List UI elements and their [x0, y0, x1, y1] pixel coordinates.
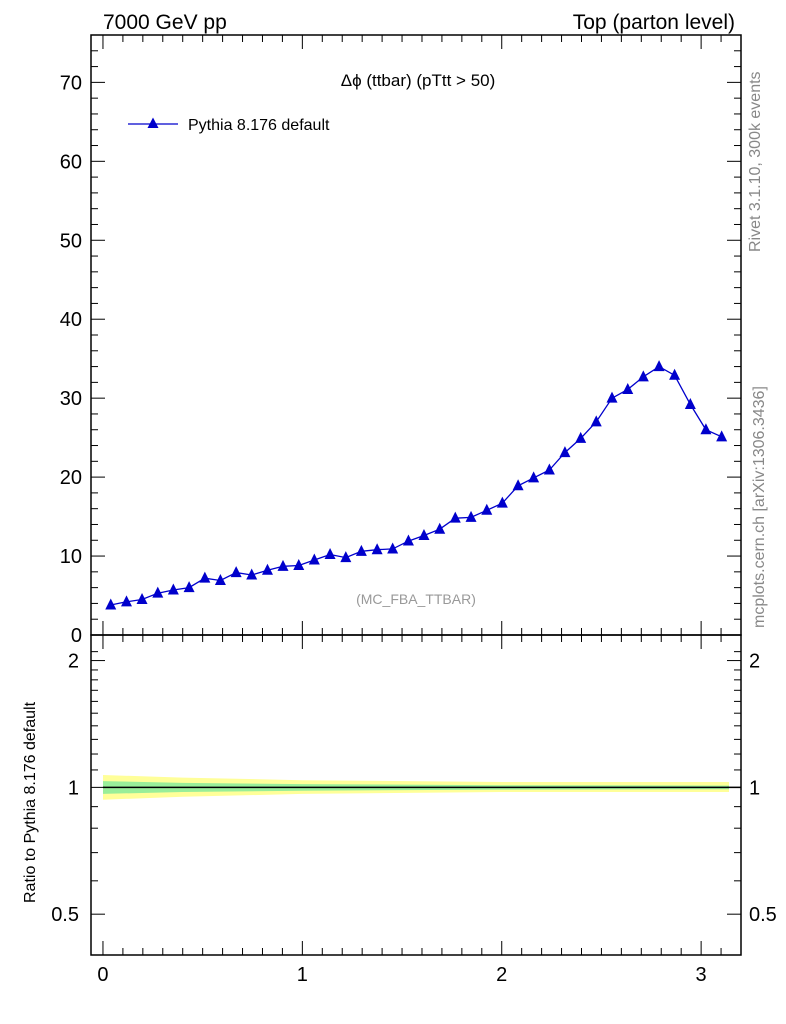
x-tick-label: 2 [496, 964, 507, 986]
ratio-tick-labels: 0.5 0.5 1 1 2 2 0 1 2 3 [51, 651, 777, 986]
ratio-y-tick-label: 1 [68, 777, 79, 799]
x-tick-label: 3 [696, 964, 707, 986]
ratio-ylabel: Ratio to Pythia 8.176 default [22, 701, 39, 903]
data-point [528, 471, 540, 483]
data-point [371, 543, 383, 555]
data-point [700, 423, 712, 435]
series-pythia [105, 360, 728, 610]
main-panel: 0 10 20 30 40 50 60 70 Δϕ (ttbar) (pTtt > 50) (… [60, 34, 742, 647]
ratio-y-tick-label-right: 1 [749, 777, 760, 799]
data-point [512, 479, 524, 491]
data-point [355, 544, 367, 556]
legend-label: Pythia 8.176 default [188, 117, 330, 134]
data-point [637, 370, 649, 382]
data-point [308, 553, 320, 565]
data-point [214, 574, 226, 586]
data-point [402, 534, 414, 546]
watermark: (MC_FBA_TTBAR) [356, 591, 476, 607]
x-tick-label: 0 [97, 964, 108, 986]
data-point [293, 559, 305, 571]
data-point [246, 568, 258, 580]
y-tick-label: 0 [71, 625, 82, 647]
x-tick-label: 1 [297, 964, 308, 986]
y-tick-label: 20 [60, 467, 82, 489]
series-line [110, 365, 722, 606]
header-right: Top (parton level) [573, 11, 735, 34]
y-tick-label: 60 [60, 151, 82, 173]
data-point [167, 583, 179, 595]
y-tick-label: 70 [60, 72, 82, 94]
data-point [152, 586, 164, 598]
y-tick-label: 40 [60, 309, 82, 331]
legend-marker [147, 117, 159, 128]
data-point [183, 581, 195, 593]
ratio-y-tick-label: 2 [68, 651, 79, 673]
header-left: 7000 GeV pp [103, 11, 227, 34]
legend: Pythia 8.176 default [128, 117, 330, 134]
data-point [324, 547, 336, 559]
ratio-y-tick-label: 0.5 [51, 904, 79, 926]
ratio-axis-ticks [91, 635, 741, 955]
data-point [622, 382, 634, 394]
data-point [230, 566, 242, 578]
data-point [716, 430, 728, 442]
data-point [277, 559, 289, 571]
ratio-y-tick-label-right: 2 [749, 651, 760, 673]
data-point [340, 551, 352, 563]
rivet-label: Rivet 3.1.10, 300k events [747, 71, 764, 252]
data-point [261, 563, 273, 575]
data-point [606, 391, 618, 403]
data-point [387, 542, 399, 554]
data-point [543, 463, 555, 475]
y-tick-label: 50 [60, 230, 82, 252]
ratio-y-tick-label-right: 0.5 [749, 904, 777, 926]
data-point [575, 431, 587, 443]
data-point [496, 496, 508, 508]
data-point [684, 397, 696, 409]
data-point [199, 571, 211, 583]
data-point [120, 595, 132, 607]
y-tick-label: 30 [60, 388, 82, 410]
data-point [590, 415, 602, 427]
data-point [105, 598, 117, 610]
data-point [434, 522, 446, 534]
data-point [481, 503, 493, 515]
data-point [653, 360, 665, 372]
data-point [418, 529, 430, 541]
main-y-tick-labels: 0 10 20 30 40 50 60 70 [60, 72, 82, 647]
mcplots-label: mcplots.cern.ch [arXiv:1306.3436] [751, 386, 768, 628]
data-point [559, 446, 571, 458]
main-axis-ticks [91, 34, 741, 636]
data-point [669, 368, 681, 380]
ratio-panel: 0.5 0.5 1 1 2 2 0 1 2 3 Ratio to Pythia 8.176 def… [22, 634, 777, 986]
y-tick-label: 10 [60, 546, 82, 568]
data-point [136, 592, 148, 604]
plot-title: Δϕ (ttbar) (pTtt > 50) [341, 71, 496, 90]
data-point [465, 510, 477, 522]
ratio-frame [90, 634, 742, 956]
data-point [449, 511, 461, 523]
